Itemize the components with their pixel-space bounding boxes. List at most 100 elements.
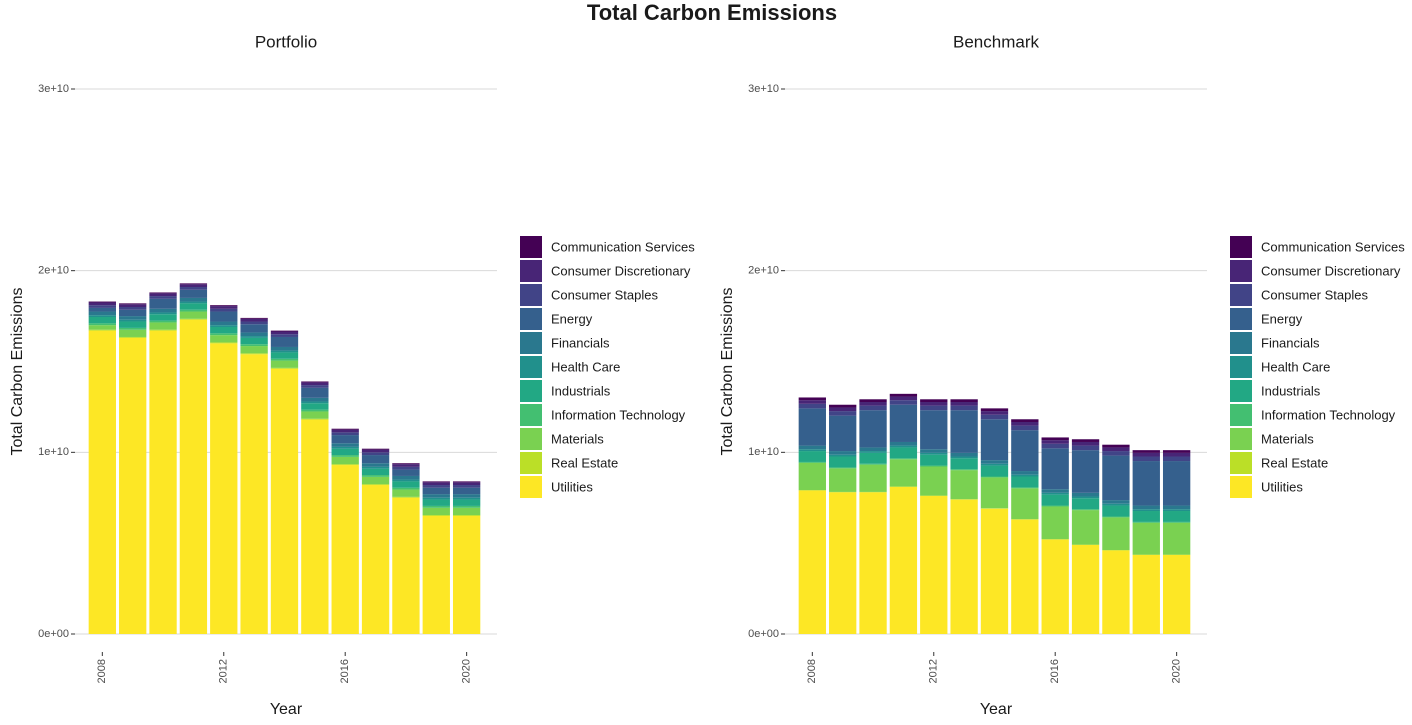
bar-segment	[1011, 419, 1039, 422]
bar-segment	[301, 401, 329, 404]
bar-segment	[119, 316, 147, 320]
bar-segment	[331, 443, 359, 447]
bar-segment	[179, 319, 208, 634]
bar-segment	[980, 463, 1009, 466]
legend-label: Materials	[1261, 431, 1314, 446]
legend-swatch	[1230, 476, 1252, 498]
bar-segment	[798, 451, 826, 462]
bar-segment	[1162, 509, 1191, 512]
bar-segment	[1011, 474, 1039, 477]
bar-segment	[1162, 511, 1191, 522]
bar-segment	[920, 449, 948, 453]
bar-segment	[452, 481, 481, 483]
bar-segment	[270, 336, 299, 347]
bar-segment	[950, 499, 978, 634]
bar-segment	[1132, 509, 1160, 512]
bar-segment	[889, 396, 918, 401]
bar-segment	[980, 419, 1009, 461]
bar-segment	[920, 495, 948, 634]
bar-segment	[1071, 450, 1100, 493]
bar-segment	[798, 408, 826, 446]
bar-segment	[1011, 488, 1039, 520]
bar-segment	[1041, 506, 1069, 540]
bar-segment	[88, 323, 116, 326]
legend-swatch	[520, 236, 542, 258]
bar-segment	[859, 464, 887, 492]
y-tick-label: 2e+10	[748, 265, 779, 277]
bar-segment	[859, 410, 887, 448]
bar-segment	[179, 283, 208, 285]
bar-segment	[1102, 500, 1130, 504]
bar-segment	[361, 466, 390, 469]
bar-segment	[331, 428, 359, 430]
bar-segment	[301, 403, 329, 410]
bar-segment	[1041, 440, 1069, 444]
bar-segment	[119, 329, 147, 337]
bar-segment	[452, 494, 481, 498]
bar-segment	[331, 432, 359, 436]
bar-segment	[301, 385, 329, 388]
bar-segment	[240, 321, 268, 325]
bar-segment	[361, 455, 390, 464]
bar-segment	[452, 515, 481, 516]
bar-segment	[1011, 471, 1039, 475]
bar-segment	[331, 448, 359, 456]
legend-label: Financials	[551, 335, 610, 350]
bar-segment	[270, 368, 299, 634]
bar-segment	[210, 343, 238, 634]
bar-segment	[950, 399, 978, 403]
bar-segment	[149, 312, 177, 315]
bar-segment	[889, 445, 918, 448]
bar-segment	[920, 452, 948, 455]
bar-segment	[301, 387, 329, 398]
legend-swatch	[520, 380, 542, 402]
bar-segment	[361, 448, 390, 450]
bar-segment	[119, 303, 147, 305]
bar-segment	[392, 463, 420, 465]
legend-swatch	[520, 428, 542, 450]
bar-segment	[88, 301, 116, 303]
bar-segment	[210, 325, 238, 327]
bar-segment	[1162, 554, 1191, 634]
y-tick-label: 0e+00	[748, 628, 779, 640]
bar-segment	[1132, 505, 1160, 510]
bar-segment	[301, 411, 329, 419]
bar-segment	[361, 485, 390, 634]
bar-segment	[980, 408, 1009, 412]
legend-swatch	[520, 356, 542, 378]
bar-segment	[1071, 544, 1100, 634]
legend-label: Utilities	[551, 479, 593, 494]
x-tick-label: 2012	[928, 659, 940, 683]
bar-segment	[422, 515, 450, 634]
bar-segment	[889, 459, 918, 487]
bar-segment	[889, 447, 918, 459]
bar-segment	[829, 451, 857, 455]
legend-label: Industrials	[551, 383, 611, 398]
bar-segment	[452, 487, 481, 495]
bar-segment	[422, 497, 450, 500]
bar-segment	[270, 331, 299, 335]
legend-label: Financials	[1261, 335, 1320, 350]
bar-segment	[422, 505, 450, 508]
bar-segment	[452, 499, 481, 506]
bar-segment	[950, 402, 978, 406]
bar-segment	[452, 482, 481, 486]
bar-segment	[210, 311, 238, 322]
bar-segment	[980, 508, 1009, 634]
bar-segment	[179, 287, 208, 290]
bar-segment	[361, 484, 390, 486]
bar-segment	[829, 404, 857, 408]
bar-segment	[889, 393, 918, 397]
bar-segment	[1102, 503, 1130, 506]
bar-segment	[240, 318, 268, 322]
bar-segment	[422, 515, 450, 516]
bar-segment	[179, 301, 208, 304]
bar-segment	[798, 445, 826, 450]
bar-segment	[392, 489, 420, 497]
x-tick-label: 2016	[1049, 659, 1061, 683]
bar-segment	[422, 487, 450, 495]
bar-segment	[1041, 489, 1069, 493]
bar-segment	[361, 476, 390, 485]
x-tick-label: 2020	[1171, 659, 1183, 683]
y-tick-label: 1e+10	[38, 446, 69, 458]
